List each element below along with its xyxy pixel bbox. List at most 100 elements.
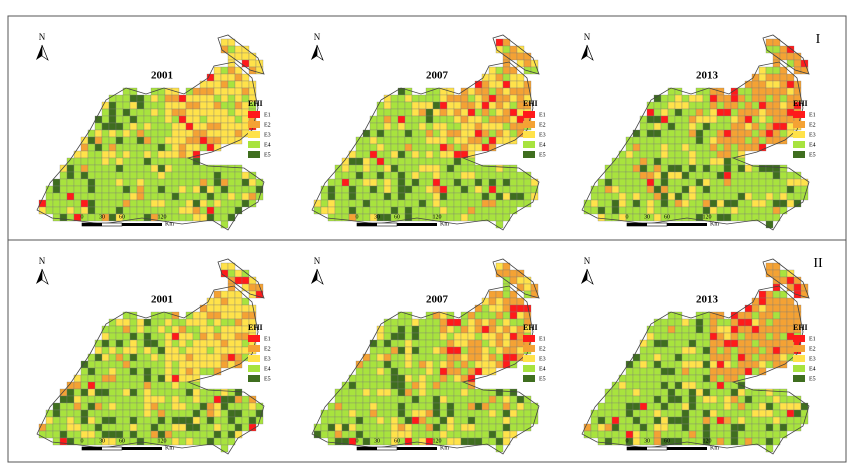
grid-cell: [446, 157, 455, 166]
grid-cell: [446, 122, 455, 131]
grid-cell: [597, 423, 606, 432]
grid-cell: [618, 388, 627, 397]
grid-cell: [632, 388, 641, 397]
grid-cell: [660, 206, 669, 215]
grid-cell: [220, 339, 229, 348]
grid-cell: [688, 395, 697, 404]
grid-cell: [730, 339, 739, 348]
grid-cell: [688, 332, 697, 341]
legend-label: E1: [264, 112, 271, 118]
grid-cell: [241, 276, 250, 285]
grid-cell: [481, 395, 490, 404]
grid-cell: [653, 171, 662, 180]
grid-cell: [488, 80, 497, 89]
grid-cell: [397, 122, 406, 131]
grid-cell: [467, 101, 476, 110]
grid-cell: [667, 367, 676, 376]
grid-cell: [737, 388, 746, 397]
grid-cell: [101, 122, 110, 131]
grid-cell: [241, 297, 250, 306]
grid-cell: [164, 381, 173, 390]
grid-cell: [516, 80, 525, 89]
grid-cell: [467, 199, 476, 208]
grid-cell: [488, 171, 497, 180]
grid-cell: [108, 101, 117, 110]
grid-cell: [730, 437, 739, 446]
grid-cell: [80, 206, 89, 215]
grid-cell: [73, 192, 82, 201]
grid-cell: [439, 395, 448, 404]
grid-cell: [411, 360, 420, 369]
grid-cell: [467, 206, 476, 215]
grid-cell: [502, 318, 511, 327]
grid-cell: [502, 87, 511, 96]
grid-cell: [94, 136, 103, 145]
grid-cell: [390, 129, 399, 138]
grid-cell: [632, 416, 641, 425]
grid-cell: [446, 346, 455, 355]
grid-cell: [681, 108, 690, 117]
grid-cell: [164, 409, 173, 418]
grid-cell: [516, 416, 525, 425]
grid-cell: [227, 283, 236, 292]
grid-cell: [404, 206, 413, 215]
grid-cell: [206, 143, 215, 152]
grid-cell: [178, 213, 187, 222]
grid-cell: [625, 402, 634, 411]
north-arrow: [586, 44, 594, 61]
grid-cell: [702, 122, 711, 131]
grid-cell: [653, 381, 662, 390]
grid-cell: [164, 206, 173, 215]
grid-cell: [625, 388, 634, 397]
grid-cell: [639, 388, 648, 397]
legend-swatch: [523, 141, 535, 148]
grid-cell: [397, 150, 406, 159]
grid-cell: [495, 129, 504, 138]
grid-cell: [87, 437, 96, 446]
grid-cell: [667, 318, 676, 327]
grid-cell: [334, 395, 343, 404]
grid-cell: [59, 178, 68, 187]
grid-cell: [467, 171, 476, 180]
grid-cell: [460, 381, 469, 390]
grid-cell: [667, 388, 676, 397]
grid-cell: [509, 87, 518, 96]
grid-cell: [164, 171, 173, 180]
grid-cell: [220, 213, 229, 222]
grid-cell: [425, 318, 434, 327]
grid-cell: [723, 143, 732, 152]
grid-cell: [220, 80, 229, 89]
grid-cell: [516, 108, 525, 117]
grid-cell: [474, 402, 483, 411]
grid-cell: [213, 206, 222, 215]
grid-cell: [674, 87, 683, 96]
grid-cell: [73, 178, 82, 187]
grid-cell: [164, 157, 173, 166]
grid-cell: [362, 395, 371, 404]
grid-cell: [695, 192, 704, 201]
legend-swatch: [523, 375, 535, 382]
grid-cell: [206, 101, 215, 110]
grid-cell: [411, 136, 420, 145]
grid-cell: [171, 101, 180, 110]
legend-swatch: [793, 141, 805, 148]
grid-cell: [730, 430, 739, 439]
grid-cell: [320, 430, 329, 439]
grid-cell: [164, 346, 173, 355]
grid-cell: [390, 108, 399, 117]
grid-cell: [660, 374, 669, 383]
grid-cell: [765, 136, 774, 145]
grid-cell: [143, 395, 152, 404]
grid-cell: [681, 430, 690, 439]
grid-cell: [199, 353, 208, 362]
grid-cell: [320, 423, 329, 432]
grid-cell: [404, 164, 413, 173]
grid-cell: [772, 87, 781, 96]
grid-cell: [404, 430, 413, 439]
grid-cell: [723, 94, 732, 103]
grid-cell: [646, 157, 655, 166]
grid-cell: [185, 164, 194, 173]
grid-cell: [495, 101, 504, 110]
grid-cell: [404, 178, 413, 187]
grid-cell: [772, 311, 781, 320]
